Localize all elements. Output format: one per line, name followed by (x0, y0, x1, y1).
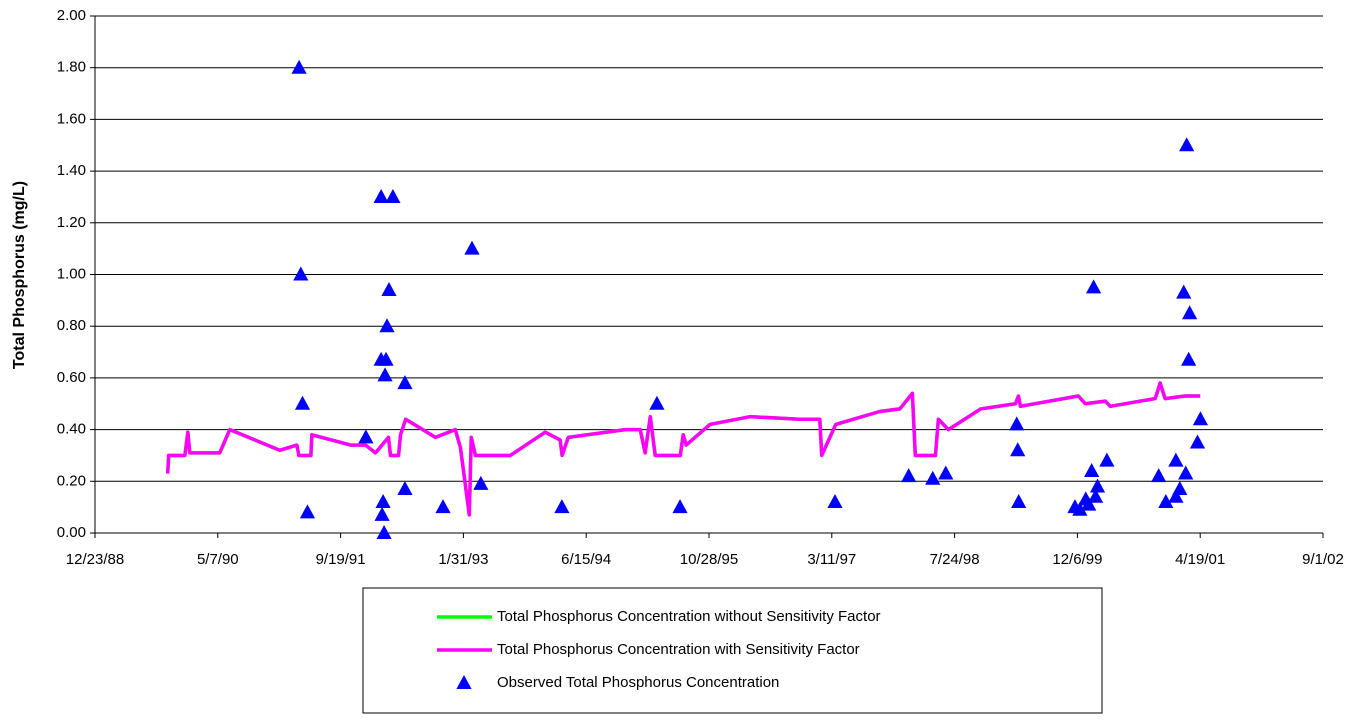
data-point (1011, 493, 1027, 508)
x-tick-label: 12/23/88 (66, 551, 124, 568)
data-point (1084, 462, 1100, 477)
x-tick-label: 10/28/95 (680, 551, 738, 568)
data-point (294, 395, 311, 410)
data-point (925, 470, 941, 485)
data-point (1089, 478, 1106, 493)
x-tick-label: 1/31/93 (438, 551, 488, 568)
x-tick-label: 6/15/94 (561, 551, 611, 568)
x-tick-label: 3/11/97 (807, 551, 856, 568)
data-point (1172, 481, 1188, 496)
data-point (375, 493, 391, 508)
data-point (376, 525, 392, 539)
data-point (1179, 137, 1195, 152)
data-point (1178, 465, 1194, 480)
data-point (1086, 279, 1102, 294)
data-point (358, 429, 374, 444)
data-point (1087, 488, 1104, 503)
y-tick-label: 0.40 (57, 421, 86, 438)
legend-label: Observed Total Phosphorus Concentration (497, 674, 779, 691)
x-tick-label: 4/19/01 (1175, 551, 1225, 568)
data-point (649, 395, 665, 410)
y-tick-label: 1.00 (57, 265, 86, 282)
y-tick-label: 1.60 (57, 110, 86, 127)
data-point (1189, 434, 1206, 449)
y-tick-label: 2.00 (57, 7, 86, 24)
data-point (1176, 284, 1192, 299)
data-point (397, 481, 413, 496)
data-point (435, 499, 451, 514)
series-line (165, 381, 1201, 517)
legend-label: Total Phosphorus Concentration without S… (497, 608, 881, 625)
data-point (672, 499, 688, 514)
y-axis-label: Total Phosphorus (mg/L) (11, 181, 28, 369)
data-point (379, 318, 395, 333)
y-tick-label: 0.20 (57, 472, 86, 489)
y-tick-label: 0.60 (57, 369, 86, 386)
legend-swatch (456, 675, 472, 689)
data-point (473, 475, 489, 490)
data-point (374, 506, 390, 521)
data-point (1182, 305, 1198, 320)
data-point (1158, 493, 1174, 508)
x-tick-label: 5/7/90 (197, 551, 239, 568)
x-tick-label: 7/24/98 (930, 551, 980, 568)
data-point (377, 367, 393, 382)
data-point (397, 375, 413, 390)
data-point (1081, 496, 1097, 511)
x-tick-label: 9/1/02 (1302, 551, 1344, 568)
data-point (378, 351, 394, 366)
data-point (1192, 411, 1209, 426)
data-point (1151, 468, 1167, 483)
y-tick-label: 1.80 (57, 59, 86, 76)
data-point (901, 468, 917, 483)
data-point (1072, 501, 1088, 516)
data-point (1181, 351, 1197, 366)
data-point (1168, 488, 1184, 503)
data-point (373, 188, 389, 203)
x-tick-label: 12/6/99 (1052, 551, 1102, 568)
data-point (1009, 416, 1025, 431)
data-point (827, 493, 843, 508)
data-point (385, 188, 401, 203)
y-tick-label: 1.20 (57, 214, 86, 231)
legend-label: Total Phosphorus Concentration with Sens… (497, 641, 860, 658)
x-tick-label: 9/19/91 (316, 551, 366, 568)
y-tick-label: 0.00 (57, 524, 86, 541)
data-point (1010, 442, 1026, 457)
data-point (291, 59, 307, 74)
data-point (554, 499, 570, 514)
y-tick-label: 1.40 (57, 162, 86, 179)
data-point (299, 504, 316, 519)
y-tick-label: 0.80 (57, 317, 86, 334)
data-point (1099, 452, 1115, 467)
data-point (464, 240, 480, 255)
data-point (1168, 452, 1184, 467)
data-point (938, 465, 954, 480)
data-point (381, 282, 397, 297)
data-point (293, 266, 309, 281)
